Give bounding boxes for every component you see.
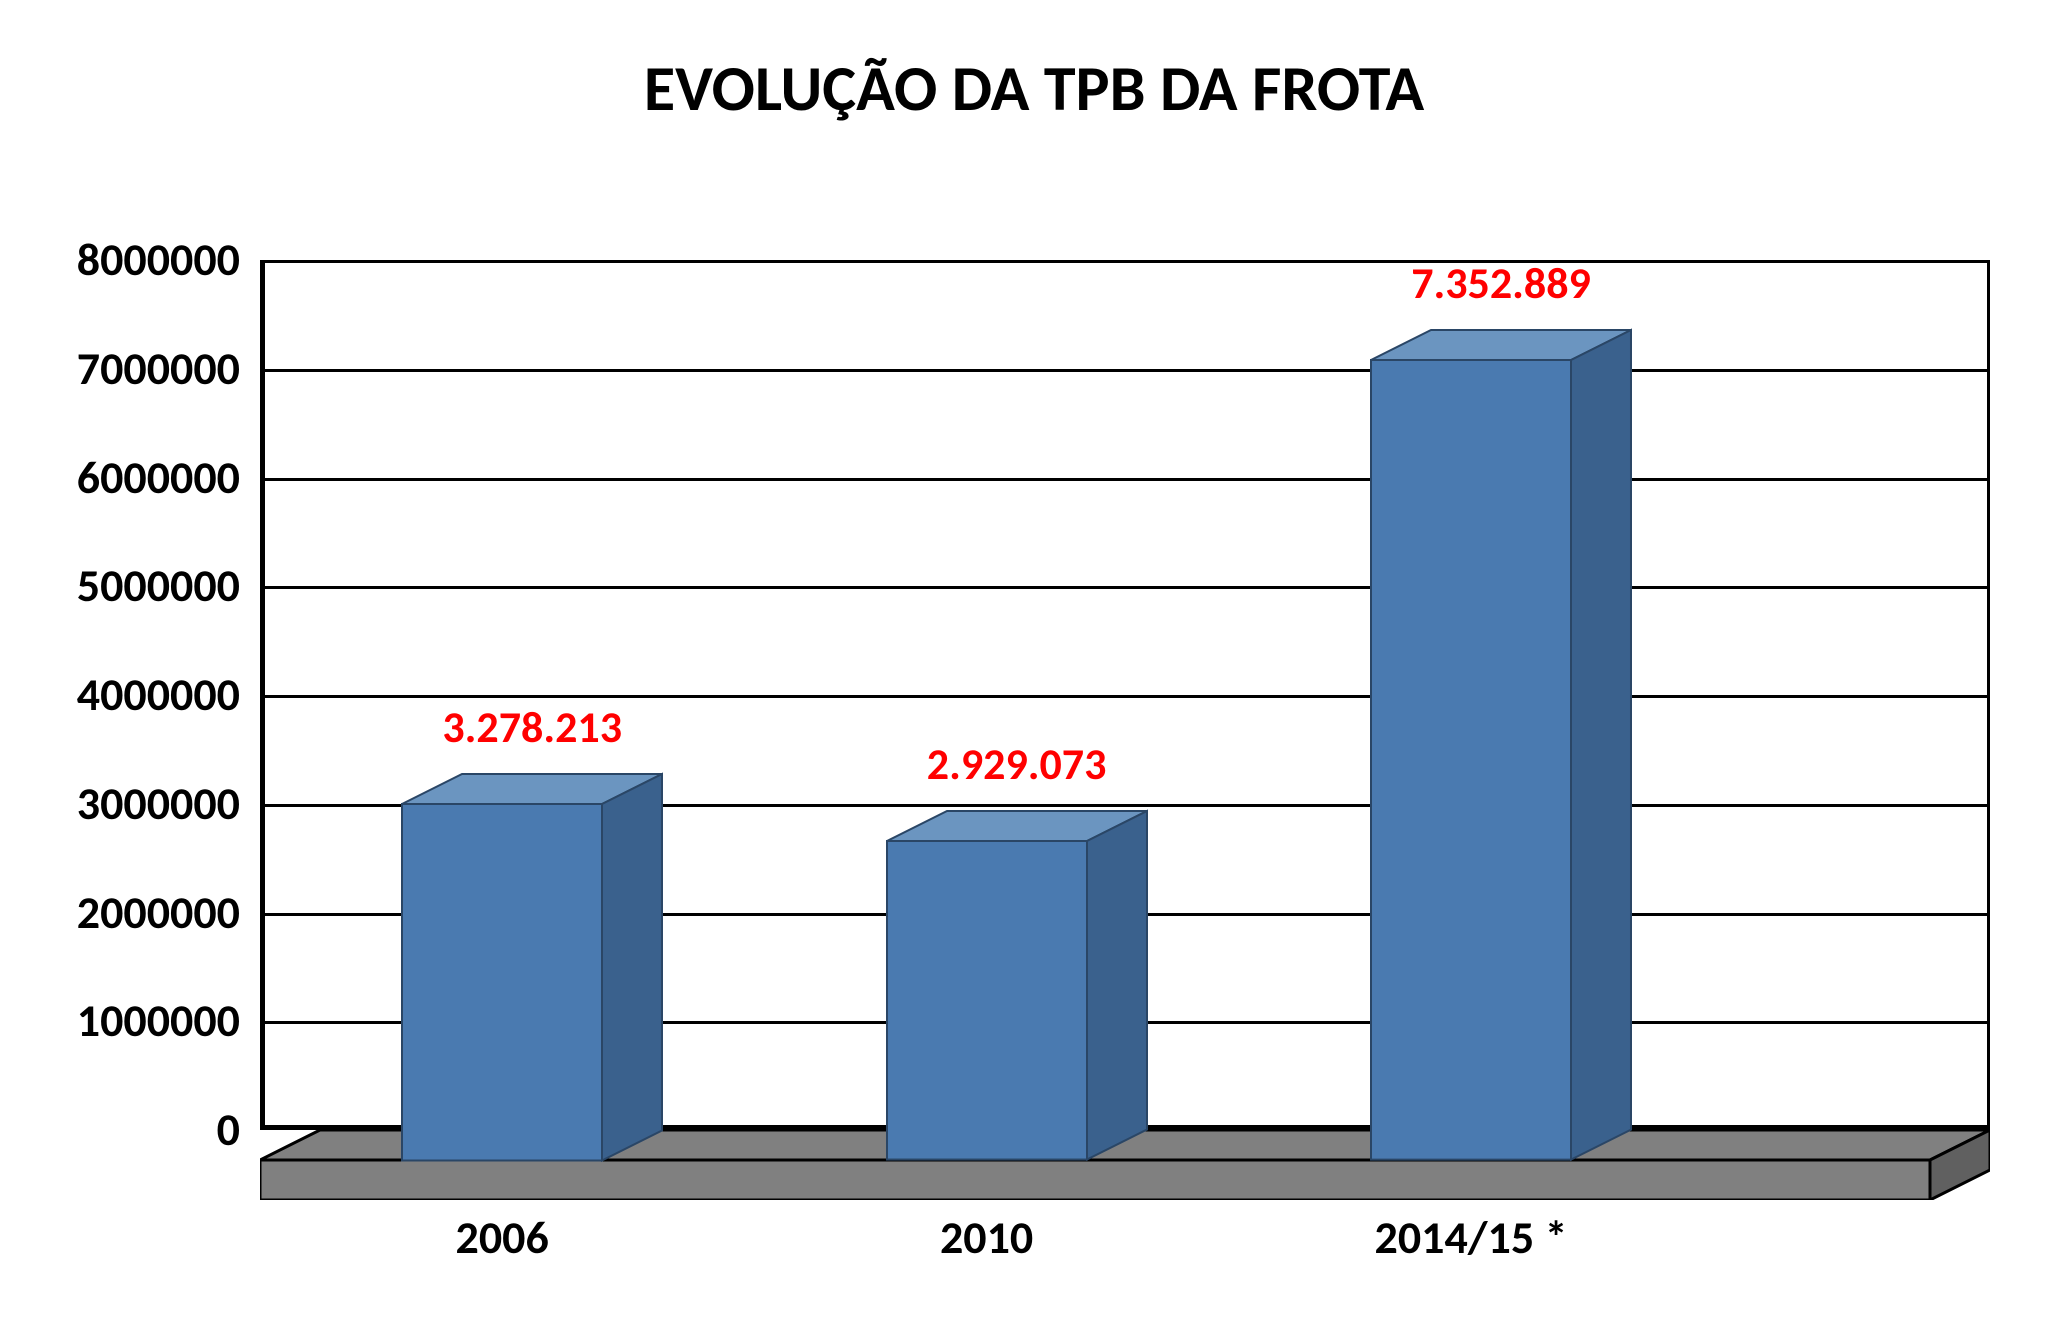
- bar: [887, 811, 1147, 1160]
- y-axis-tick-label: 7000000: [77, 341, 260, 397]
- y-axis-tick-label: 2000000: [77, 885, 260, 941]
- chart-title: EVOLUÇÃO DA TPB DA FROTA: [0, 50, 2068, 128]
- gridline: [265, 586, 1990, 589]
- bar: [1371, 330, 1631, 1160]
- x-axis-tick-label: 2010: [940, 1210, 1033, 1266]
- y-axis-tick-label: 3000000: [77, 776, 260, 832]
- chart-container: EVOLUÇÃO DA TPB DA FROTA 010000002000000…: [0, 0, 2068, 1324]
- bar-value-label: 2.929.073: [927, 737, 1107, 791]
- bar-value-label: 7.352.889: [1411, 256, 1591, 310]
- x-axis-tick-label: 2014/15 *: [1375, 1210, 1568, 1266]
- y-axis-tick-label: 4000000: [77, 667, 260, 723]
- y-axis-tick-label: 0: [217, 1102, 260, 1158]
- gridline: [265, 695, 1990, 698]
- bar-value-label: 3.278.213: [442, 700, 622, 754]
- y-axis-tick-label: 6000000: [77, 450, 260, 506]
- plot-area: 0100000020000003000000400000050000006000…: [260, 260, 1990, 1130]
- x-axis-tick-label: 2006: [456, 1210, 549, 1266]
- gridline: [265, 478, 1990, 481]
- gridline: [265, 260, 1990, 263]
- y-axis-tick-label: 5000000: [77, 558, 260, 614]
- y-axis-tick-label: 8000000: [77, 232, 260, 288]
- y-axis-tick-label: 1000000: [77, 993, 260, 1049]
- backwall-right-edge: [1987, 260, 1990, 1125]
- bar: [402, 774, 662, 1161]
- gridline: [265, 369, 1990, 372]
